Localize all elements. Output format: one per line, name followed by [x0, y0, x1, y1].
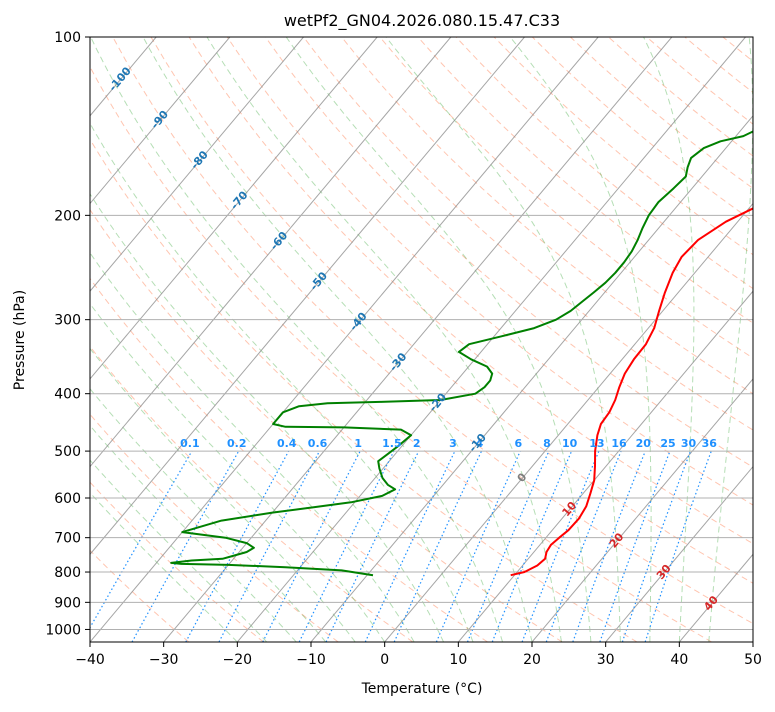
- moist-adiabat: [47, 37, 473, 642]
- mixing-ratio-label: 13: [589, 437, 604, 450]
- y-tick-label: 100: [54, 30, 81, 46]
- dry-adiabat: [113, 37, 775, 642]
- mixing-ratio-label: 36: [702, 437, 718, 450]
- dry-adiabat: [723, 37, 775, 642]
- y-tick-label: 600: [54, 491, 81, 507]
- dry-adiabat: [0, 37, 488, 642]
- dry-adiabat: [685, 37, 775, 642]
- dry-adiabat: [647, 37, 775, 642]
- skewed-isotherm: [753, 37, 775, 642]
- mixing-ratio-label: 2: [413, 437, 421, 450]
- background-lines: [0, 37, 775, 642]
- mixing-ratio-line: [326, 451, 419, 642]
- mixing-ratio-label: 1.5: [382, 437, 402, 450]
- x-tick-label: 50: [744, 652, 762, 668]
- mixing-ratio-label: 0.6: [308, 437, 328, 450]
- dry-adiabat: [609, 37, 775, 642]
- x-tick-label: 0: [380, 652, 389, 668]
- moist-adiabat: [0, 37, 237, 642]
- mixing-ratio-label: 16: [611, 437, 627, 450]
- mixing-ratio-line: [82, 451, 192, 642]
- skewed-isotherm: [0, 37, 230, 642]
- moist-adiabat: [0, 37, 414, 642]
- y-tick-label: 400: [54, 387, 81, 403]
- moist-adiabat: [207, 37, 562, 642]
- moist-adiabat: [709, 37, 753, 642]
- y-tick-label: 700: [54, 531, 81, 547]
- x-tick-label: −30: [149, 652, 179, 668]
- moist-adiabat: [0, 37, 385, 642]
- mixing-ratio-label: 0.4: [277, 437, 297, 450]
- mixing-ratio-line: [492, 451, 571, 642]
- skewed-isotherm: [0, 37, 304, 642]
- x-tick-label: 40: [670, 652, 688, 668]
- dry-adiabat: [0, 37, 264, 642]
- x-tick-label: −20: [223, 652, 253, 668]
- mixing-ratio-label: 20: [636, 437, 652, 450]
- skewed-isotherm: [164, 37, 672, 642]
- plot-frame: [90, 37, 753, 642]
- dry-adiabat: [189, 37, 775, 642]
- dry-adiabat: [265, 37, 775, 642]
- y-tick-label: 900: [54, 595, 81, 611]
- mixing-ratio-label: 0.1: [180, 437, 200, 450]
- dry-adiabat: [456, 37, 775, 642]
- mixing-ratio-line: [394, 451, 481, 642]
- dry-adiabat: [494, 37, 775, 642]
- mixing-ratio-line: [186, 451, 289, 642]
- mixing-ratio-label: 1: [354, 437, 362, 450]
- mixing-ratio-line: [622, 451, 690, 642]
- mixing-ratio-line: [468, 451, 549, 642]
- y-tick-label: 200: [54, 208, 81, 224]
- moist-adiabat: [386, 37, 620, 642]
- series-layer: [171, 37, 775, 575]
- dry-adiabat: [570, 37, 775, 642]
- mixing-ratio-label: 8: [543, 437, 551, 450]
- mixing-ratio-line: [299, 451, 394, 642]
- dry-adiabat: [418, 37, 775, 642]
- dry-adiabat: [0, 37, 562, 642]
- dry-adiabat: [75, 37, 712, 642]
- moist-adiabat: [0, 37, 355, 642]
- dry-adiabat: [342, 37, 775, 642]
- mixing-ratio-label: 0.2: [227, 437, 247, 450]
- mixing-ratio-line: [436, 451, 520, 642]
- mixing-ratio-label: 3: [449, 437, 457, 450]
- dry-adiabat: [380, 37, 775, 642]
- skewed-isotherm: [0, 37, 9, 642]
- y-axis-label: Pressure (hPa): [12, 290, 28, 390]
- mixing-ratio-line: [573, 451, 646, 642]
- mixing-ratio-line: [263, 451, 360, 642]
- x-axis-label: Temperature (°C): [361, 681, 483, 697]
- mixing-ratio-label: 10: [562, 437, 578, 450]
- skewed-isotherm: [311, 37, 775, 642]
- mixing-ratio-line: [546, 451, 621, 642]
- mixing-ratio-line: [219, 451, 320, 642]
- x-tick-label: 30: [597, 652, 615, 668]
- y-tick-label: 800: [54, 565, 81, 581]
- moist-adiabat: [143, 37, 532, 642]
- mixing-ratio-label: 6: [515, 437, 523, 450]
- x-tick-label: −40: [75, 652, 105, 668]
- mixing-ratio-line: [132, 451, 239, 642]
- mixing-ratio-line: [522, 451, 599, 642]
- x-tick-label: 20: [523, 652, 541, 668]
- skewed-isotherm: [0, 37, 377, 642]
- y-tick-label: 1000: [45, 622, 81, 638]
- mixing-ratio-label: 25: [660, 437, 675, 450]
- y-tick-label: 300: [54, 313, 81, 329]
- dewpoint-profile: [171, 37, 775, 575]
- dry-adiabat: [761, 37, 775, 642]
- pressure-gridlines: [90, 37, 753, 629]
- mixing-ratio-label: 30: [681, 437, 697, 450]
- dry-adiabat: [0, 37, 338, 642]
- x-tick-label: −10: [296, 652, 326, 668]
- y-tick-label: 500: [54, 444, 81, 460]
- chart-title: wetPf2_GN04.2026.080.15.47.C33: [284, 11, 560, 31]
- x-tick-label: 10: [449, 652, 467, 668]
